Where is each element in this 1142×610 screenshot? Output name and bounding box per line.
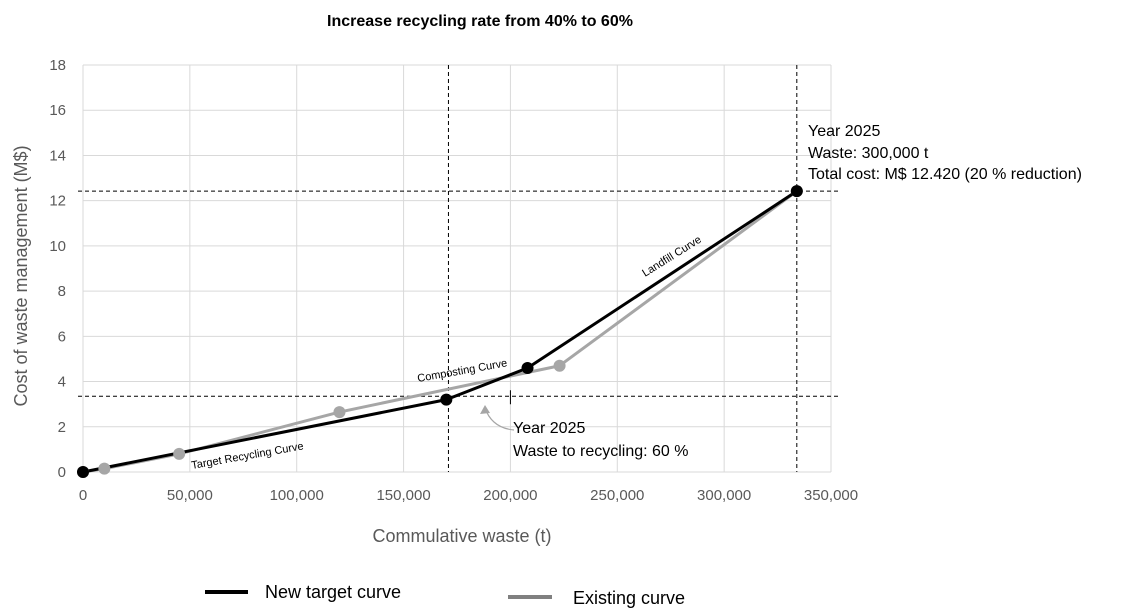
y-tick-label: 6 — [58, 328, 66, 345]
series-line-new-target — [82, 189, 798, 474]
y-axis-label: Cost of waste management (M$) — [11, 145, 31, 406]
grid — [82, 64, 832, 473]
annotation-recycling: Year 2025 Waste to recycling: 60 % — [480, 405, 688, 460]
y-tick-label: 2 — [58, 419, 66, 436]
data-point-new-target — [440, 393, 453, 406]
series-group — [77, 185, 803, 478]
annotation-recycling-line-2: Waste to recycling: 60 % — [513, 443, 688, 460]
x-tick-label: 300,000 — [697, 487, 751, 504]
data-point-new-target — [790, 185, 803, 198]
x-tick-label: 150,000 — [376, 487, 430, 504]
y-tick-label: 12 — [49, 193, 66, 210]
legend-label-existing: Existing curve — [573, 588, 685, 608]
data-point-existing — [98, 462, 111, 475]
x-tick-label: 50,000 — [167, 487, 213, 504]
y-tick-labels: 0 2 4 6 8 10 12 14 16 18 — [49, 57, 66, 481]
x-tick-label: 350,000 — [804, 487, 858, 504]
y-tick-label: 8 — [58, 283, 66, 300]
x-axis-label: Commulative waste (t) — [372, 526, 551, 546]
x-tick-label: 200,000 — [483, 487, 537, 504]
y-tick-label: 18 — [49, 57, 66, 74]
chart-title: Increase recycling rate from 40% to 60% — [327, 13, 633, 30]
legend-label-new-target: New target curve — [265, 582, 401, 602]
y-tick-label: 4 — [58, 374, 66, 391]
y-tick-label: 10 — [49, 238, 66, 255]
annotation-total-cost-line-2: Waste: 300,000 t — [808, 145, 929, 162]
data-point-existing — [173, 447, 186, 460]
annotation-total-cost: Year 2025 Waste: 300,000 t Total cost: M… — [808, 123, 1082, 183]
x-tick-labels: 0 50,000 100,000 150,000 200,000 250,000 300,0… — [79, 487, 858, 504]
annotation-total-cost-line-1: Year 2025 — [808, 123, 880, 140]
data-point-existing — [333, 406, 346, 419]
data-point-existing — [553, 359, 566, 372]
y-tick-label: 16 — [49, 102, 66, 119]
x-tick-label: 100,000 — [270, 487, 324, 504]
data-point-new-target — [77, 466, 89, 478]
x-tick-label: 0 — [79, 487, 87, 504]
annotation-total-cost-line-3: Total cost: M$ 12.420 (20 % reduction) — [808, 166, 1082, 183]
data-point-new-target — [521, 361, 534, 374]
legend: New target curve Existing curve — [205, 582, 685, 608]
reference-lines — [78, 65, 839, 472]
y-tick-label: 14 — [49, 147, 66, 164]
y-tick-label: 0 — [58, 464, 66, 481]
x-tick-label: 250,000 — [590, 487, 644, 504]
annotation-arrowhead — [480, 405, 490, 414]
annotation-recycling-line-1: Year 2025 — [513, 420, 585, 437]
